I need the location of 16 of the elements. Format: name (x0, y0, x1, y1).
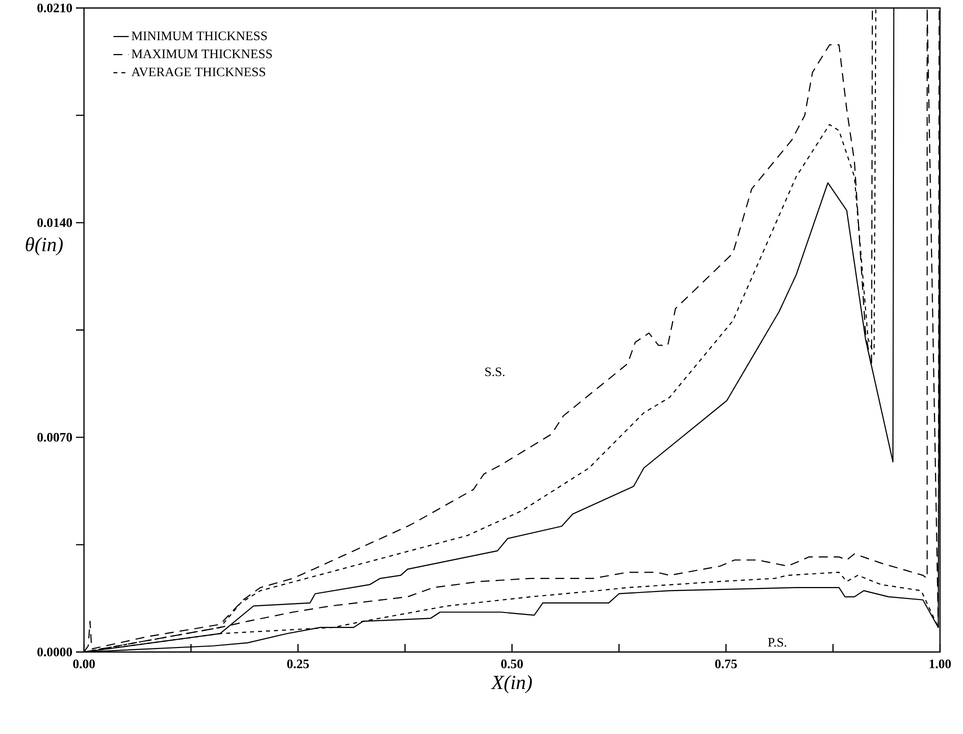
y-tick-label: 0.0070 (37, 432, 72, 442)
x-tick-label: 0.50 (501, 660, 523, 668)
y-tick-label: 0.0000 (37, 648, 72, 656)
legend-label: MAXIMUM THICKNESS (132, 50, 272, 58)
x-tick-label: 0.75 (715, 660, 737, 668)
annotation: S.S. (485, 367, 504, 376)
y-axis-title: θ(in) (26, 237, 63, 256)
x-tick-label: 1.00 (930, 660, 951, 668)
x-axis-title: X(in) (490, 675, 532, 694)
y-tick-label: 0.0210 (37, 4, 72, 12)
x-tick-label: 0.25 (287, 660, 309, 668)
legend-label: AVERAGE THICKNESS (131, 68, 266, 76)
y-tick-label: 0.0140 (37, 218, 72, 228)
legend-label: MINIMUM THICKNESS (132, 31, 267, 40)
annotation: P.S. (768, 638, 786, 647)
x-tick-label: 0.00 (73, 660, 95, 668)
